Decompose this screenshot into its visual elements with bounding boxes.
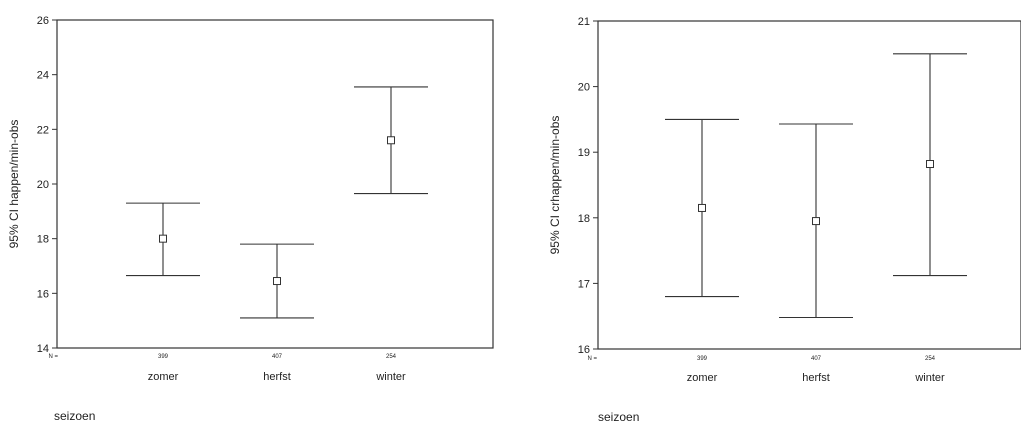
mean-marker xyxy=(812,217,820,226)
chart-crhappen-svg: 16 17 18 19 20 21 95% CI crhappen/min-obs N = 39… xyxy=(548,16,1021,424)
y-tick-label: 16 xyxy=(37,288,49,300)
n-value: 254 xyxy=(925,356,936,362)
x-axis-label: seizoen xyxy=(598,410,639,424)
y-tick-label: 17 xyxy=(578,278,590,290)
n-value: 407 xyxy=(272,354,283,360)
y-axis-label: 95% CI happen/min-obs xyxy=(7,120,21,249)
y-tick-label: 20 xyxy=(37,179,49,191)
x-category-label: winter xyxy=(375,371,406,383)
n-value: 254 xyxy=(386,354,397,360)
n-value: 399 xyxy=(158,354,169,360)
mean-marker xyxy=(698,203,706,212)
y-tick-label: 22 xyxy=(37,124,49,136)
y-tick-label: 14 xyxy=(37,343,49,355)
y-tick-label: 26 xyxy=(37,15,49,27)
chart-panel-crhappen: 16 17 18 19 20 21 95% CI crhappen/min-obs N = 39… xyxy=(511,0,1021,426)
mean-marker xyxy=(273,277,281,286)
x-category-label: zomer xyxy=(687,372,718,384)
y-tick-label: 19 xyxy=(578,147,590,159)
n-label: N = xyxy=(587,356,597,362)
y-tick-label: 20 xyxy=(578,82,590,94)
y-tick-label: 24 xyxy=(37,70,49,82)
y-tick-label: 21 xyxy=(578,16,590,28)
mean-marker xyxy=(926,160,934,169)
plot-frame xyxy=(56,19,494,349)
chart-happen-svg: 14 16 18 20 22 24 26 95% CI happen/min-obs N = 39… xyxy=(7,15,494,423)
n-label: N = xyxy=(48,354,58,360)
plot-frame xyxy=(597,20,1021,350)
n-value: 399 xyxy=(697,356,708,362)
x-category-label: winter xyxy=(914,372,945,384)
n-value: 407 xyxy=(811,356,822,362)
x-category-label: zomer xyxy=(148,371,179,383)
y-axis-label: 95% CI crhappen/min-obs xyxy=(548,116,562,255)
chart-panel-happen: 14 16 18 20 22 24 26 95% CI happen/min-obs N = 39… xyxy=(0,0,510,426)
x-axis-label: seizoen xyxy=(54,409,95,423)
y-tick-label: 16 xyxy=(578,344,590,356)
mean-marker xyxy=(387,136,395,145)
y-tick-label: 18 xyxy=(578,213,590,225)
y-tick-label: 18 xyxy=(37,234,49,246)
x-category-label: herfst xyxy=(263,371,291,383)
mean-marker xyxy=(159,234,167,243)
x-category-label: herfst xyxy=(802,372,830,384)
